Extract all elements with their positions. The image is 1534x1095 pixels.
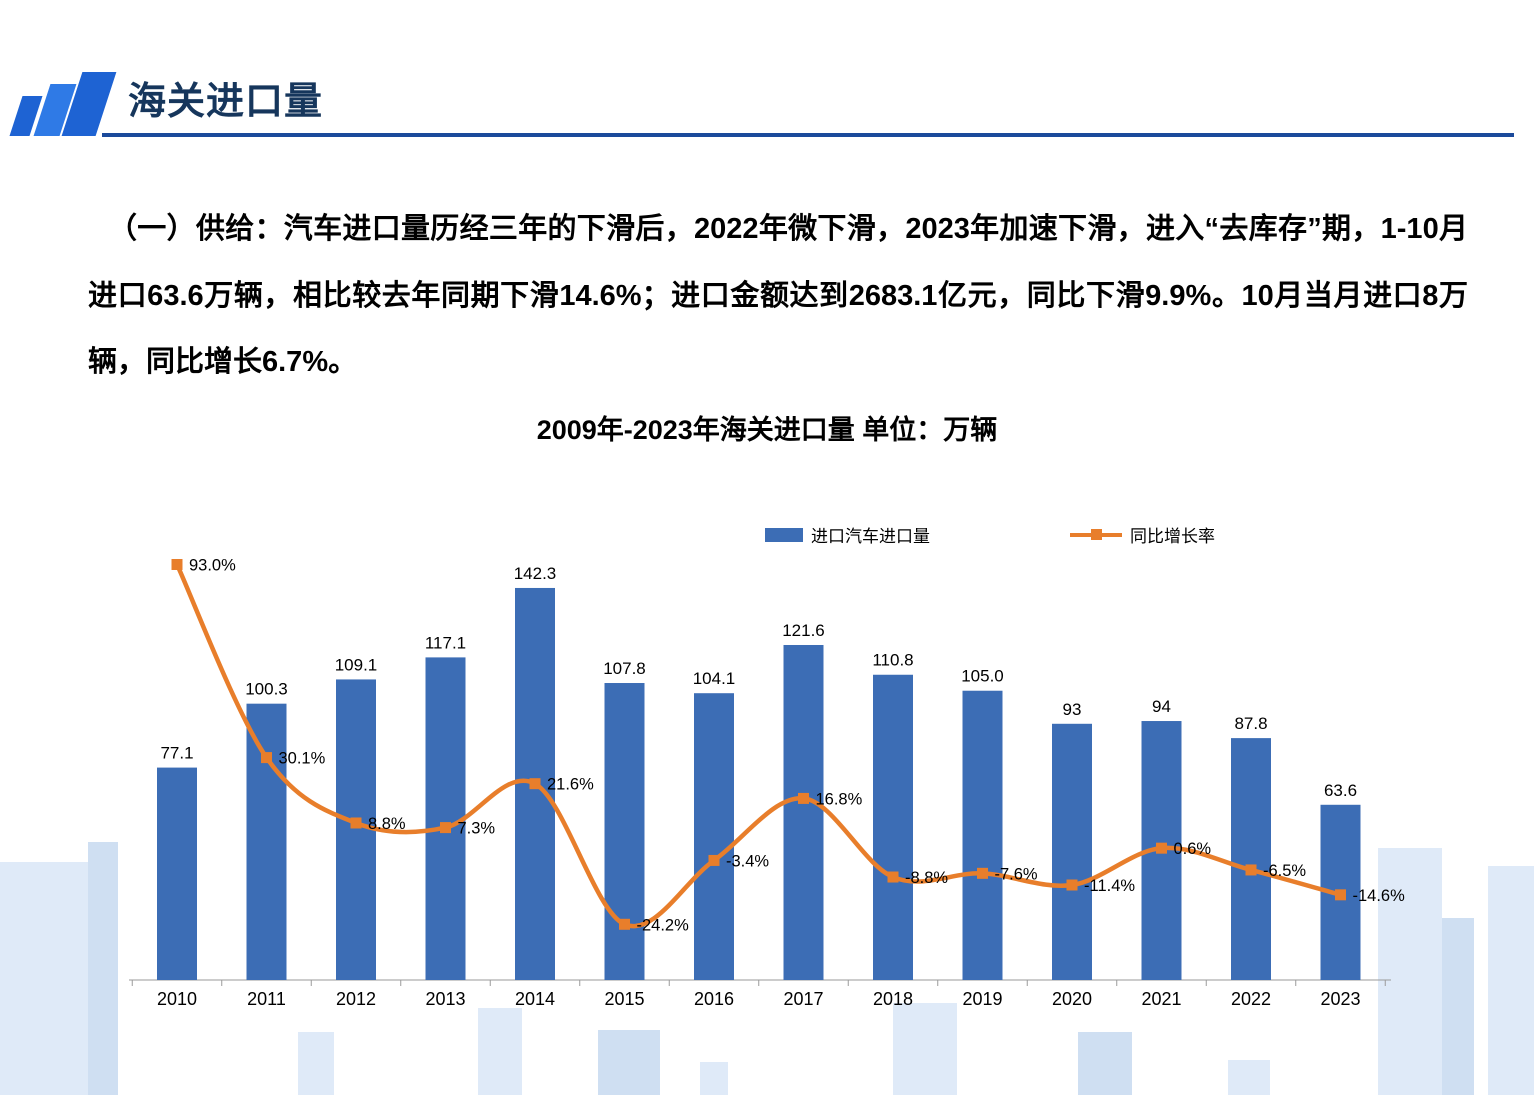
line-marker-icon (440, 822, 451, 834)
line-value-label: -24.2% (637, 916, 690, 934)
line-marker-icon (529, 778, 541, 790)
skyline-block (1442, 918, 1474, 1095)
x-axis-label: 2013 (425, 989, 465, 1009)
x-axis-label: 2020 (1052, 989, 1092, 1009)
line-value-label: -8.8% (905, 869, 948, 887)
line-marker-icon (1156, 842, 1167, 854)
skyline-block (0, 862, 88, 1095)
x-axis-label: 2012 (336, 989, 376, 1009)
line-swatch-icon (1070, 528, 1122, 540)
skyline-block (478, 1008, 522, 1095)
bar-2013 (425, 657, 466, 980)
skyline-block (1378, 848, 1442, 1095)
line-marker-icon (1245, 864, 1257, 876)
line-marker-icon (708, 854, 720, 866)
chart-legend: 进口汽车进口量 同比增长率 (765, 522, 1215, 547)
chart-title: 2009年-2023年海关进口量 单位：万辆 (536, 415, 998, 445)
line-marker-icon (1066, 879, 1078, 891)
bar-value-label: 100.3 (245, 680, 288, 699)
bar-2022 (1231, 738, 1271, 980)
bar-value-label: 104.1 (693, 669, 736, 688)
bar-value-label: 109.1 (335, 655, 378, 674)
bar-value-label: 121.6 (782, 621, 825, 640)
bar-value-label: 142.3 (514, 564, 557, 583)
bar-value-label: 93 (1063, 700, 1082, 719)
bar-value-label: 77.1 (160, 744, 193, 763)
line-value-label: -14.6% (1353, 887, 1406, 905)
x-axis-label: 2022 (1231, 989, 1271, 1009)
line-marker-icon (1335, 889, 1346, 901)
bar-value-label: 107.8 (603, 659, 646, 678)
legend-item-bar: 进口汽车进口量 (765, 522, 930, 547)
combo-chart: 77.1 2010 100.3 2011 109.1 2012 117.1 2013 142.3… (105, 500, 1425, 1045)
bar-2019 (962, 690, 1003, 980)
x-axis-label: 2010 (157, 989, 197, 1009)
line-value-label: -11.4% (1084, 877, 1135, 895)
bar-value-label: 94 (1152, 697, 1171, 716)
line-marker-icon (1091, 528, 1102, 540)
x-axis-label: 2019 (962, 989, 1002, 1009)
bar-swatch-icon (765, 527, 803, 542)
bar-2018 (873, 674, 913, 980)
line-value-label: 16.8% (816, 790, 863, 808)
line-marker-icon (350, 817, 362, 829)
x-axis-label: 2023 (1320, 989, 1360, 1009)
skyline-block (700, 1062, 728, 1095)
line-value-label: 7.3% (458, 820, 496, 838)
x-axis-label: 2021 (1141, 989, 1181, 1009)
line-marker-icon (619, 918, 630, 930)
x-axis-label: 2011 (247, 989, 286, 1009)
line-marker-icon (887, 871, 899, 883)
bar-2020 (1052, 723, 1092, 980)
skyline-block (298, 1032, 334, 1095)
x-axis-label: 2015 (604, 989, 644, 1009)
legend-bar-label: 进口汽车进口量 (811, 527, 930, 546)
bar-2010 (157, 767, 197, 980)
bar-value-label: 110.8 (872, 651, 913, 670)
x-axis-label: 2016 (694, 989, 734, 1009)
skyline-block (88, 842, 118, 1095)
line-marker-icon (798, 792, 809, 804)
line-value-label: 93.0% (189, 556, 236, 574)
bar-2015 (604, 683, 645, 980)
bar-value-label: 63.6 (1324, 781, 1357, 800)
line-marker-icon (261, 752, 272, 764)
bar-value-label: 117.1 (425, 633, 466, 652)
line-value-label: -7.6% (995, 865, 1038, 883)
line-value-label: 0.6% (1174, 840, 1212, 858)
legend-line-label: 同比增长率 (1130, 527, 1215, 546)
legend-item-line: 同比增长率 (1070, 522, 1215, 547)
x-axis-label: 2017 (783, 989, 823, 1009)
x-axis-label: 2018 (873, 989, 913, 1009)
line-value-label: 8.8% (368, 815, 406, 833)
line-value-label: -3.4% (726, 852, 769, 870)
x-axis-label: 2014 (515, 989, 555, 1009)
line-value-label: 30.1% (279, 750, 326, 768)
skyline-block (1488, 866, 1534, 1095)
skyline-block (598, 1030, 660, 1095)
title-underline (102, 133, 1514, 137)
line-value-label: 21.6% (547, 776, 594, 794)
line-marker-icon (171, 558, 183, 570)
line-marker-icon (977, 867, 988, 879)
bar-2016 (694, 693, 734, 980)
bar-2017 (783, 644, 824, 980)
bar-2011 (246, 703, 287, 980)
bar-value-label: 87.8 (1234, 714, 1267, 733)
summary-paragraph: （一）供给：汽车进口量历经三年的下滑后，2022年微下滑，2023年加速下滑，进… (88, 213, 1468, 379)
bar-2012 (336, 679, 376, 980)
skyline-block (893, 1003, 957, 1095)
skyline-block (1078, 1032, 1132, 1095)
bar-value-label: 105.0 (961, 667, 1004, 686)
chart-canvas: 77.1 2010 100.3 2011 109.1 2012 117.1 2013 142.3… (129, 556, 1406, 1009)
line-value-label: -6.5% (1263, 862, 1306, 880)
page-title: 海关进口量 (128, 81, 324, 123)
skyline-block (1228, 1060, 1270, 1095)
